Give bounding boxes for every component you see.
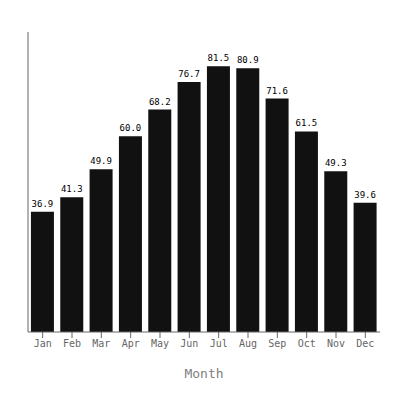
svg-text:Aug: Aug: [239, 338, 257, 349]
svg-text:41.3: 41.3: [61, 184, 83, 194]
svg-text:61.5: 61.5: [296, 118, 318, 128]
svg-text:80.9: 80.9: [237, 55, 259, 65]
svg-text:49.9: 49.9: [90, 156, 112, 166]
svg-text:Jan: Jan: [34, 338, 52, 349]
svg-text:81.5: 81.5: [208, 53, 230, 63]
svg-text:Apr: Apr: [122, 338, 140, 349]
svg-text:Jun: Jun: [180, 338, 198, 349]
svg-text:49.3: 49.3: [325, 158, 347, 168]
svg-text:Sep: Sep: [268, 338, 286, 349]
svg-text:Oct: Oct: [298, 338, 316, 349]
svg-text:May: May: [151, 338, 169, 349]
svg-text:76.7: 76.7: [178, 69, 200, 79]
svg-text:Nov: Nov: [327, 338, 345, 349]
svg-text:36.9: 36.9: [32, 199, 54, 209]
svg-text:68.2: 68.2: [149, 97, 171, 107]
svg-text:60.0: 60.0: [120, 123, 142, 133]
svg-text:Feb: Feb: [63, 338, 81, 349]
svg-text:Dec: Dec: [356, 338, 374, 349]
svg-text:71.6: 71.6: [266, 86, 288, 96]
svg-text:Month: Month: [184, 366, 223, 381]
svg-text:39.6: 39.6: [354, 190, 376, 200]
svg-text:Jul: Jul: [210, 338, 228, 349]
svg-text:Mar: Mar: [92, 338, 110, 349]
